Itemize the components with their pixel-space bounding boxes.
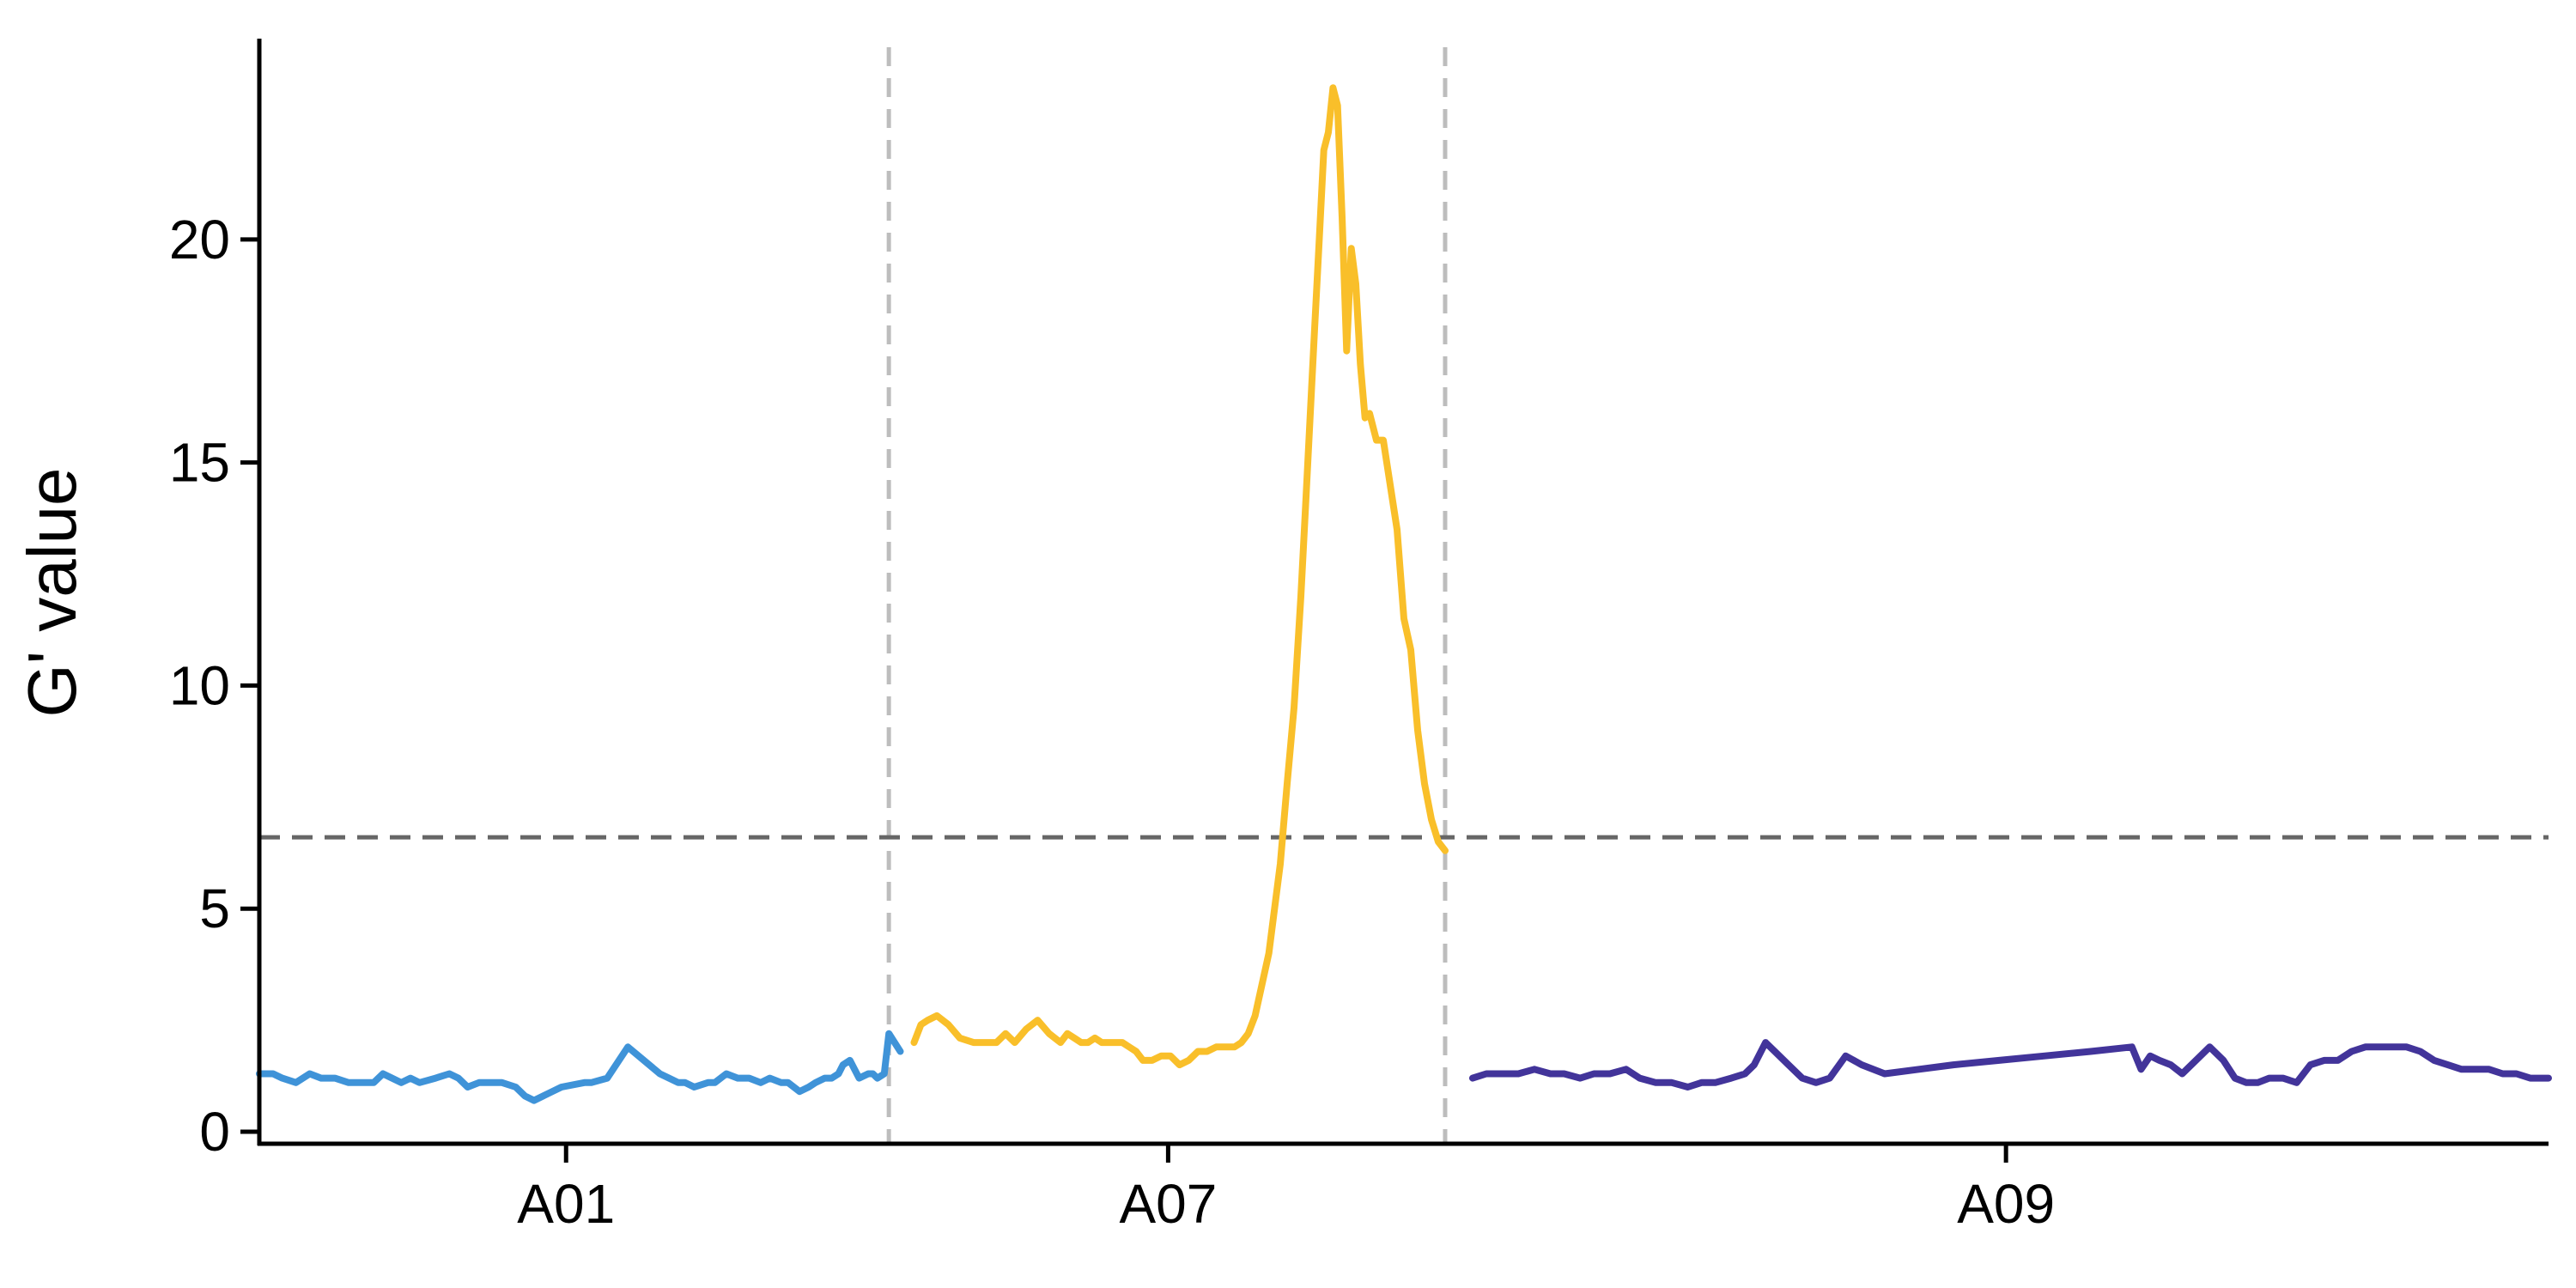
x-tick-label: A07	[1119, 1173, 1217, 1235]
axes	[257, 39, 2549, 1146]
x-tick-label: A09	[1957, 1173, 2055, 1235]
y-tick-label: 0	[199, 1101, 230, 1163]
chromosome-boundaries	[886, 47, 1448, 1144]
y-tick-label: 10	[169, 654, 230, 716]
y-axis-title: G' value	[14, 468, 90, 718]
x-ticks: A01 A07 A09	[517, 1144, 2055, 1235]
y-tick-label: 5	[199, 878, 230, 939]
y-tick-label: 15	[169, 432, 230, 494]
x-tick-label: A01	[517, 1173, 615, 1235]
series-line-1	[256, 1030, 904, 1104]
data-series	[256, 84, 2552, 1104]
series-line-2	[910, 84, 1449, 1069]
series-line-3	[1469, 1039, 2552, 1091]
y-ticks: 0 5 10 15 20	[169, 209, 259, 1163]
y-tick-label: 20	[169, 209, 230, 270]
